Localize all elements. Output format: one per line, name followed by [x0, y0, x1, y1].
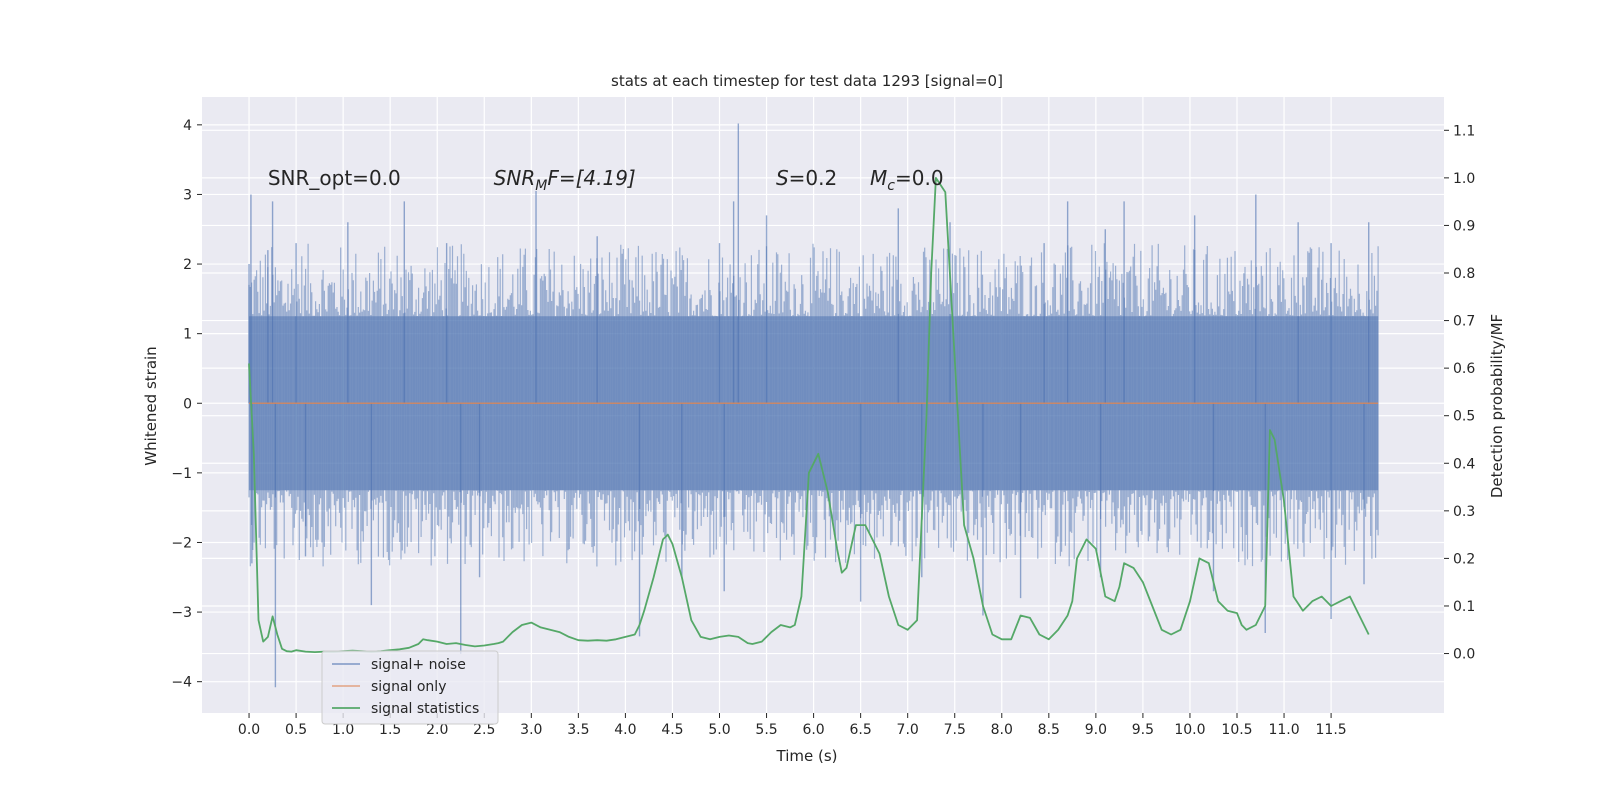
x-tick-label: 9.0: [1085, 722, 1107, 738]
y2-tick-label: 0.2: [1453, 551, 1475, 567]
y2-tick-label: 0.9: [1453, 218, 1475, 234]
y-tick-label: −3: [171, 605, 192, 621]
x-tick-label: 11.5: [1316, 722, 1347, 738]
y-tick-label: 1: [183, 327, 192, 343]
legend-label-signal-noise: signal+ noise: [371, 657, 466, 673]
x-tick-label: 5.0: [708, 722, 730, 738]
annotations: SNR_opt=0.0 SNRMF=[4.19] S=0.2 Mc=0.0: [268, 166, 944, 194]
x-tick-label: 4.5: [661, 722, 683, 738]
y2-tick-label: 1.0: [1453, 171, 1475, 187]
y2-axis-label: Detection probability/MF: [1488, 314, 1506, 498]
legend-frame: [321, 650, 499, 725]
y2-tick-label: 0.5: [1453, 409, 1475, 425]
x-tick-label: 8.0: [991, 722, 1013, 738]
annotation-text: SNR_opt=0.0: [268, 166, 401, 190]
annotation-text: SNRMF=[4.19]: [494, 166, 636, 194]
x-tick-label: 5.5: [755, 722, 777, 738]
x-tick-label: 2.5: [473, 722, 495, 738]
signal-statistics-line: [248, 176, 1370, 653]
y-tick-label: 3: [183, 187, 192, 203]
y-tick-label: −2: [171, 535, 192, 551]
x-tick-label: 10.5: [1221, 722, 1252, 738]
legend: signal+ noise signal only signal statist…: [321, 650, 499, 725]
x-tick-label: 6.0: [802, 722, 824, 738]
y-tick-label: 0: [183, 396, 192, 412]
annotation-text: Mc=0.0: [870, 166, 944, 194]
x-tick-label: 10.0: [1174, 722, 1205, 738]
y2-tick-label: 0.1: [1453, 599, 1475, 615]
x-tick-label: 1.5: [379, 722, 401, 738]
legend-label-signal-only: signal only: [371, 679, 446, 695]
chart-title: stats at each timestep for test data 129…: [611, 72, 1003, 90]
y2-tick-label: 0.4: [1453, 456, 1475, 472]
x-tick-label: 2.0: [426, 722, 448, 738]
x-tick-label: 11.0: [1268, 722, 1299, 738]
y-axis-ticks: −4 −3 −2 −1 0 1 2 3 4: [171, 118, 202, 691]
series-signal-statistics: [248, 176, 1370, 653]
x-tick-label: 3.5: [567, 722, 589, 738]
y-axis-label: Whitened strain: [142, 346, 160, 465]
x-tick-label: 1.0: [332, 722, 354, 738]
x-tick-label: 0.5: [285, 722, 307, 738]
y2-tick-label: 0.7: [1453, 314, 1475, 330]
x-tick-label: 7.0: [897, 722, 919, 738]
x-axis-ticks: 0.0 0.5 1.0 1.5 2.0 2.5 3.0 3.5 4.0 4.5 5.0 5.5 6.0 6…: [238, 713, 1347, 738]
x-axis-label: Time (s): [776, 747, 838, 765]
y2-tick-label: 0.3: [1453, 504, 1475, 520]
y-tick-label: −4: [171, 675, 192, 691]
y2-tick-label: 1.1: [1453, 123, 1475, 139]
x-tick-label: 8.5: [1038, 722, 1060, 738]
annotation-text: S=0.2: [776, 166, 837, 190]
x-tick-label: 3.0: [520, 722, 542, 738]
x-tick-label: 9.5: [1132, 722, 1154, 738]
y2-axis-ticks: 0.0 0.1 0.2 0.3 0.4 0.5 0.6 0.7 0.8 0.9 1.0 1.1: [1444, 123, 1475, 663]
y-tick-label: 4: [183, 118, 192, 134]
y-tick-label: 2: [183, 257, 192, 273]
y2-tick-label: 0.8: [1453, 266, 1475, 282]
x-tick-label: 4.0: [614, 722, 636, 738]
y2-tick-label: 0.6: [1453, 361, 1475, 377]
x-tick-label: 6.5: [850, 722, 872, 738]
y2-tick-label: 0.0: [1453, 647, 1475, 663]
x-tick-label: 7.5: [944, 722, 966, 738]
x-tick-label: 0.0: [238, 722, 260, 738]
legend-label-signal-statistics: signal statistics: [371, 701, 479, 717]
y-tick-label: −1: [171, 466, 192, 482]
